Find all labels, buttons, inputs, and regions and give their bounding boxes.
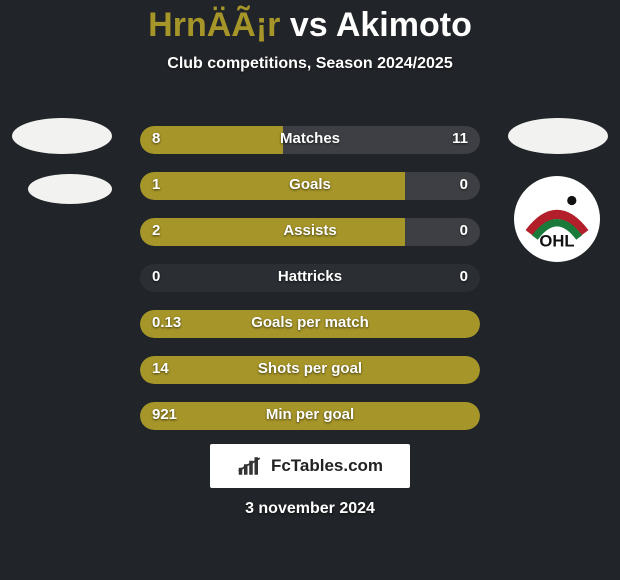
bar-left (140, 402, 480, 430)
bar-right (405, 218, 480, 246)
stat-value-left: 0 (152, 268, 160, 285)
stat-rows: Matches811 Goals10 Assists20 Hattricks0 0 Goa… (140, 126, 480, 448)
ohl-logo-icon: OHL (520, 182, 594, 256)
vs-text: vs (290, 6, 328, 44)
stat-row: Goals per match0.13 (140, 310, 480, 338)
stat-row: Assists20 (140, 218, 480, 246)
subtitle: Club competitions, Season 2024/2025 (0, 55, 620, 73)
stat-row: Min per goal921 (140, 402, 480, 430)
player1-badge-placeholder-2 (28, 174, 112, 204)
stat-row: Hattricks0 0 (140, 264, 480, 292)
player2-badge-placeholder (508, 118, 608, 154)
player2-name: Akimoto (336, 6, 472, 44)
stat-row: Goals10 (140, 172, 480, 200)
branding-icon (237, 455, 265, 477)
bar-left (140, 310, 480, 338)
player1-name: HrnÄÃ¡r (148, 6, 280, 44)
club-logo: OHL (514, 176, 600, 262)
bar-right (405, 172, 480, 200)
page-title: HrnÄÃ¡r vs Akimoto (0, 0, 620, 45)
bar-left (140, 218, 405, 246)
svg-text:OHL: OHL (539, 232, 574, 251)
bar-right (283, 126, 480, 154)
stat-value-right: 0 (460, 268, 468, 285)
bar-left (140, 126, 283, 154)
bar-left (140, 356, 480, 384)
bar-left (140, 172, 405, 200)
stat-row: Matches811 (140, 126, 480, 154)
date-line: 3 november 2024 (0, 500, 620, 518)
stat-row: Shots per goal14 (140, 356, 480, 384)
player1-badge-placeholder (12, 118, 112, 154)
stat-label: Hattricks (140, 268, 480, 285)
branding-badge: FcTables.com (210, 444, 410, 488)
branding-text: FcTables.com (271, 456, 383, 476)
